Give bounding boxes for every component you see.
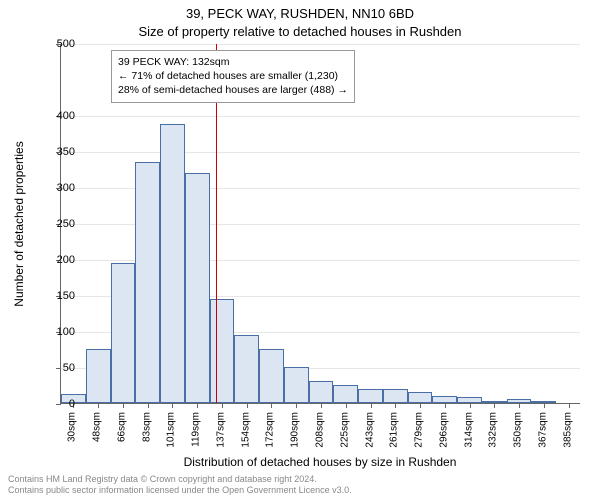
xtick-label: 279sqm: [414, 412, 425, 448]
annotation-line1: 39 PECK WAY: 132sqm: [118, 55, 348, 69]
histogram-bar: [309, 381, 334, 403]
ytick-label: 250: [40, 218, 75, 230]
xtick-label: 119sqm: [191, 412, 202, 447]
histogram-bar: [383, 389, 408, 403]
ytick-label: 300: [40, 182, 75, 194]
histogram-bar: [185, 173, 210, 403]
xtick-label: 30sqm: [67, 412, 78, 442]
xtick-label: 314sqm: [463, 412, 474, 448]
xtick-label: 243sqm: [364, 412, 375, 448]
footer-attribution: Contains HM Land Registry data © Crown c…: [8, 474, 352, 496]
xtick-label: 367sqm: [537, 412, 548, 448]
chart-title-address: 39, PECK WAY, RUSHDEN, NN10 6BD: [0, 6, 600, 21]
xtick-mark: [222, 403, 223, 408]
xtick-mark: [148, 403, 149, 408]
xtick-label: 225sqm: [339, 412, 350, 448]
histogram-bar: [358, 389, 383, 403]
xtick-mark: [569, 403, 570, 408]
xtick-mark: [247, 403, 248, 408]
histogram-bar: [135, 162, 160, 403]
xtick-mark: [271, 403, 272, 408]
xtick-label: 350sqm: [513, 412, 524, 448]
xtick-label: 296sqm: [438, 412, 449, 448]
xtick-mark: [321, 403, 322, 408]
xtick-mark: [494, 403, 495, 408]
ytick-label: 50: [40, 362, 75, 374]
histogram-bar: [234, 335, 259, 403]
xtick-label: 66sqm: [116, 412, 127, 442]
xtick-label: 137sqm: [215, 412, 226, 448]
histogram-bar: [259, 349, 284, 403]
xtick-label: 83sqm: [141, 412, 152, 442]
xtick-label: 172sqm: [265, 412, 276, 448]
histogram-bar: [111, 263, 136, 403]
ytick-label: 150: [40, 290, 75, 302]
xtick-mark: [346, 403, 347, 408]
gridline: [61, 44, 580, 45]
xtick-mark: [172, 403, 173, 408]
y-axis-label: Number of detached properties: [12, 44, 26, 404]
annotation-line2: ← 71% of detached houses are smaller (1,…: [118, 69, 348, 83]
ytick-label: 0: [40, 398, 75, 410]
ytick-label: 500: [40, 38, 75, 50]
annotation-line3: 28% of semi-detached houses are larger (…: [118, 83, 348, 97]
histogram-bar: [432, 396, 457, 403]
histogram-bar: [284, 367, 309, 403]
chart-title-desc: Size of property relative to detached ho…: [0, 24, 600, 39]
annotation-box: 39 PECK WAY: 132sqm ← 71% of detached ho…: [111, 50, 355, 103]
xtick-label: 190sqm: [290, 412, 301, 448]
histogram-bar: [408, 392, 433, 403]
gridline: [61, 116, 580, 117]
gridline: [61, 152, 580, 153]
ytick-label: 100: [40, 326, 75, 338]
xtick-mark: [296, 403, 297, 408]
xtick-label: 261sqm: [389, 412, 400, 448]
plot-area: 39 PECK WAY: 132sqm ← 71% of detached ho…: [60, 44, 580, 404]
xtick-label: 385sqm: [562, 412, 573, 448]
xtick-mark: [371, 403, 372, 408]
xtick-mark: [395, 403, 396, 408]
xtick-label: 48sqm: [92, 412, 103, 442]
histogram-bar: [210, 299, 235, 403]
xtick-mark: [519, 403, 520, 408]
histogram-bar: [86, 349, 111, 403]
xtick-mark: [544, 403, 545, 408]
xtick-label: 332sqm: [488, 412, 499, 448]
xtick-label: 208sqm: [315, 412, 326, 448]
chart-container: 39, PECK WAY, RUSHDEN, NN10 6BD Size of …: [0, 0, 600, 500]
xtick-mark: [445, 403, 446, 408]
xtick-label: 101sqm: [166, 412, 177, 448]
x-axis-label: Distribution of detached houses by size …: [60, 455, 580, 469]
xtick-label: 154sqm: [240, 412, 251, 448]
footer-line2: Contains public sector information licen…: [8, 485, 352, 496]
footer-line1: Contains HM Land Registry data © Crown c…: [8, 474, 352, 485]
ytick-label: 350: [40, 146, 75, 158]
xtick-mark: [420, 403, 421, 408]
ytick-label: 200: [40, 254, 75, 266]
ytick-label: 400: [40, 110, 75, 122]
histogram-bar: [160, 124, 185, 403]
xtick-mark: [123, 403, 124, 408]
xtick-mark: [470, 403, 471, 408]
xtick-mark: [98, 403, 99, 408]
histogram-bar: [333, 385, 358, 403]
xtick-mark: [197, 403, 198, 408]
